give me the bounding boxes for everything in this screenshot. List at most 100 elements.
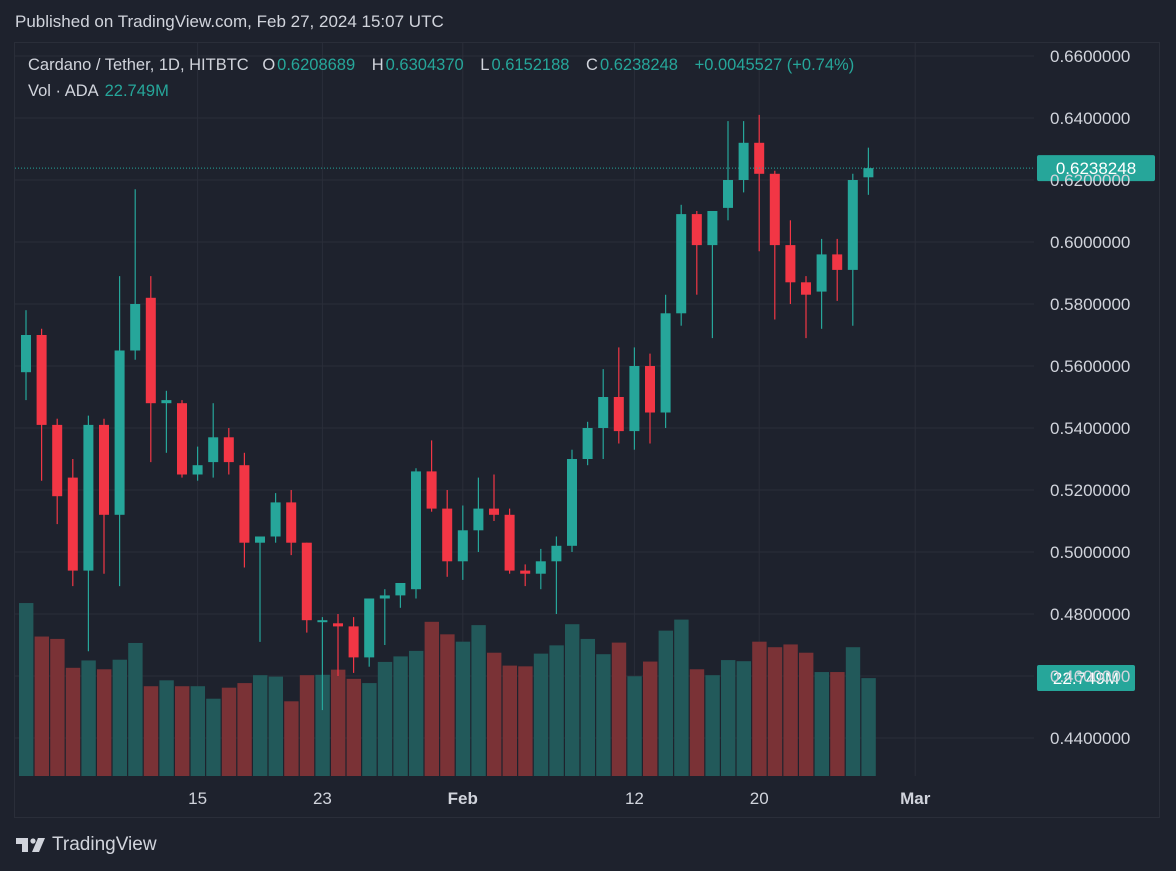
volume-bar: [424, 621, 439, 776]
volume-bar: [97, 669, 112, 776]
volume-bar: [861, 678, 876, 776]
volume-bar: [190, 686, 205, 776]
candle-body: [239, 465, 250, 543]
y-tick-label: 0.6600000: [1050, 47, 1130, 66]
y-tick-label: 0.5000000: [1050, 543, 1130, 562]
candle-body: [473, 508, 484, 531]
candle-body: [520, 570, 531, 574]
grid-layer: [15, 43, 1034, 776]
candle-body: [301, 542, 312, 621]
volume-bar: [518, 666, 533, 776]
candle-body: [114, 350, 125, 515]
candle-body: [379, 595, 390, 599]
current-price-badge: [1037, 155, 1155, 182]
volume-bar: [50, 638, 65, 776]
candle-body: [863, 168, 874, 178]
volume-bar: [159, 680, 174, 776]
candle-body: [411, 471, 421, 590]
candle-body: [785, 245, 796, 283]
volume-bar: [830, 672, 845, 776]
volume-bar: [580, 638, 595, 776]
volume-bar: [315, 674, 330, 776]
candle-body: [426, 471, 437, 509]
legend-close-label: C: [586, 56, 598, 74]
price-line-layer: 0.6238248 22.749M: [15, 155, 1155, 691]
chart-legend: Cardano / Tether, 1D, HITBTC O 0.6208689 …: [28, 55, 866, 107]
y-tick-label: 0.5200000: [1050, 481, 1130, 500]
volume-bar: [409, 650, 424, 776]
tradingview-logo-icon: [16, 838, 45, 852]
candle-layer: [21, 114, 874, 711]
volume-bar: [674, 619, 689, 776]
legend-low-value: 0.6152188: [491, 56, 570, 74]
volume-bar: [393, 656, 408, 776]
volume-bar: [643, 661, 658, 776]
candle-body: [723, 180, 733, 208]
volume-bar: [658, 630, 673, 776]
volume-bar: [377, 661, 393, 776]
candle-body: [130, 304, 141, 351]
y-tick-label: 0.4400000: [1050, 729, 1130, 748]
legend-close-value: 0.6238248: [599, 56, 678, 74]
candle-body: [177, 403, 187, 475]
x-tick-label: 20: [750, 789, 769, 808]
x-tick-label: 12: [625, 789, 644, 808]
volume-bar: [19, 603, 34, 776]
volume-bar: [268, 676, 283, 776]
candle-body: [816, 254, 827, 292]
chart-frame[interactable]: [14, 42, 1160, 818]
volume-bar: [65, 667, 81, 776]
candle-body: [769, 173, 780, 246]
candle-body: [847, 180, 858, 270]
candle-body: [208, 437, 219, 463]
volume-bar: [689, 669, 705, 776]
candle-body: [255, 536, 265, 543]
x-tick-label: Mar: [900, 789, 931, 808]
legend-low-label: L: [480, 56, 490, 74]
legend-change-value: +0.0045527 (+0.74%): [694, 56, 855, 74]
legend-symbol: Cardano / Tether, 1D, HITBTC: [28, 56, 249, 74]
y-tick-label: 0.4800000: [1050, 605, 1130, 624]
volume-bar: [206, 698, 221, 776]
current-price-label: 0.6238248: [1056, 159, 1136, 178]
legend-open-value: 0.6208689: [277, 56, 356, 74]
volume-bar: [845, 647, 861, 776]
y-tick-label: 0.5600000: [1050, 357, 1130, 376]
candle-body: [364, 598, 375, 658]
volume-bar: [705, 675, 720, 776]
x-tick-label: 23: [313, 789, 332, 808]
tradingview-brand[interactable]: TradingView: [16, 834, 157, 856]
candle-body: [161, 400, 172, 404]
volume-bar: [362, 683, 377, 776]
volume-bar: [533, 653, 549, 776]
candle-body: [223, 437, 234, 463]
current-volume-badge: [1037, 665, 1135, 691]
volume-bar: [284, 701, 299, 776]
candle-body: [348, 626, 359, 658]
volume-bar: [175, 686, 190, 776]
legend-high-label: H: [371, 56, 384, 74]
candle-body: [738, 142, 749, 180]
y-tick-label: 0.5400000: [1050, 419, 1130, 438]
x-tick-label: 15: [188, 789, 207, 808]
candle-body: [489, 508, 499, 515]
candle-body: [67, 477, 78, 571]
candle-body: [192, 465, 203, 475]
volume-layer: [19, 603, 876, 776]
candle-body: [457, 530, 468, 562]
volume-bar: [549, 645, 564, 776]
volume-bar: [799, 652, 814, 776]
candle-body: [598, 397, 609, 428]
volume-bar: [471, 625, 486, 776]
legend-high-value: 0.6304370: [385, 56, 464, 74]
volume-bar: [565, 624, 580, 776]
volume-bar: [331, 669, 346, 776]
tradingview-brand-name: TradingView: [52, 834, 157, 855]
volume-bar: [34, 636, 49, 776]
volume-bar: [253, 675, 268, 776]
candle-body: [676, 214, 687, 314]
volume-bar: [783, 644, 798, 776]
candle-body: [660, 313, 671, 413]
y-tick-label: 0.6200000: [1050, 171, 1130, 190]
